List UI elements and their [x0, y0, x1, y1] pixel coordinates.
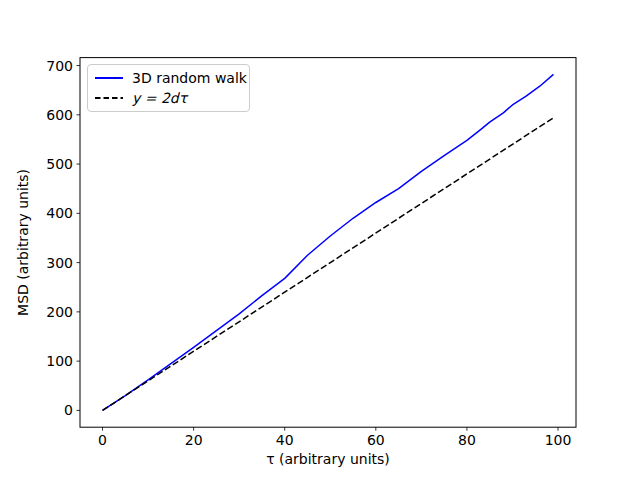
- legend-label-random-walk: 3D random walk: [132, 70, 247, 86]
- series-line-1: [103, 118, 554, 411]
- axes-frame: [80, 58, 576, 428]
- series-line-0: [103, 74, 554, 410]
- y-tick-label: 700: [46, 58, 73, 74]
- y-tick-label: 100: [46, 353, 73, 369]
- x-tick-label: 0: [98, 432, 107, 448]
- y-axis-label: MSD (arbitrary units): [15, 169, 31, 316]
- y-tick-label: 200: [46, 304, 73, 320]
- x-tick-label: 40: [276, 432, 294, 448]
- legend-label-theory: y = 2dτ: [132, 90, 187, 106]
- legend-item-theory: y = 2dτ: [94, 88, 243, 108]
- y-tick-label: 400: [46, 205, 73, 221]
- y-tick-label: 600: [46, 107, 73, 123]
- y-tick-label: 0: [64, 402, 73, 418]
- dashed-line-sample: [94, 88, 124, 108]
- legend: 3D random walk y = 2dτ: [87, 64, 250, 112]
- x-tick-label: 60: [367, 432, 385, 448]
- x-tick-label: 80: [458, 432, 476, 448]
- solid-line-sample: [94, 68, 124, 88]
- matplotlib-figure: 0 20 40 60 80 100 0 100 200 300 400 500 600 700 τ (arb…: [0, 0, 640, 480]
- x-axis-label: τ (arbitrary units): [266, 451, 390, 467]
- y-tick-label: 300: [46, 255, 73, 271]
- y-tick-label: 500: [46, 156, 73, 172]
- legend-item-random-walk: 3D random walk: [94, 68, 243, 88]
- x-tick-label: 100: [545, 432, 572, 448]
- x-tick-label: 20: [185, 432, 203, 448]
